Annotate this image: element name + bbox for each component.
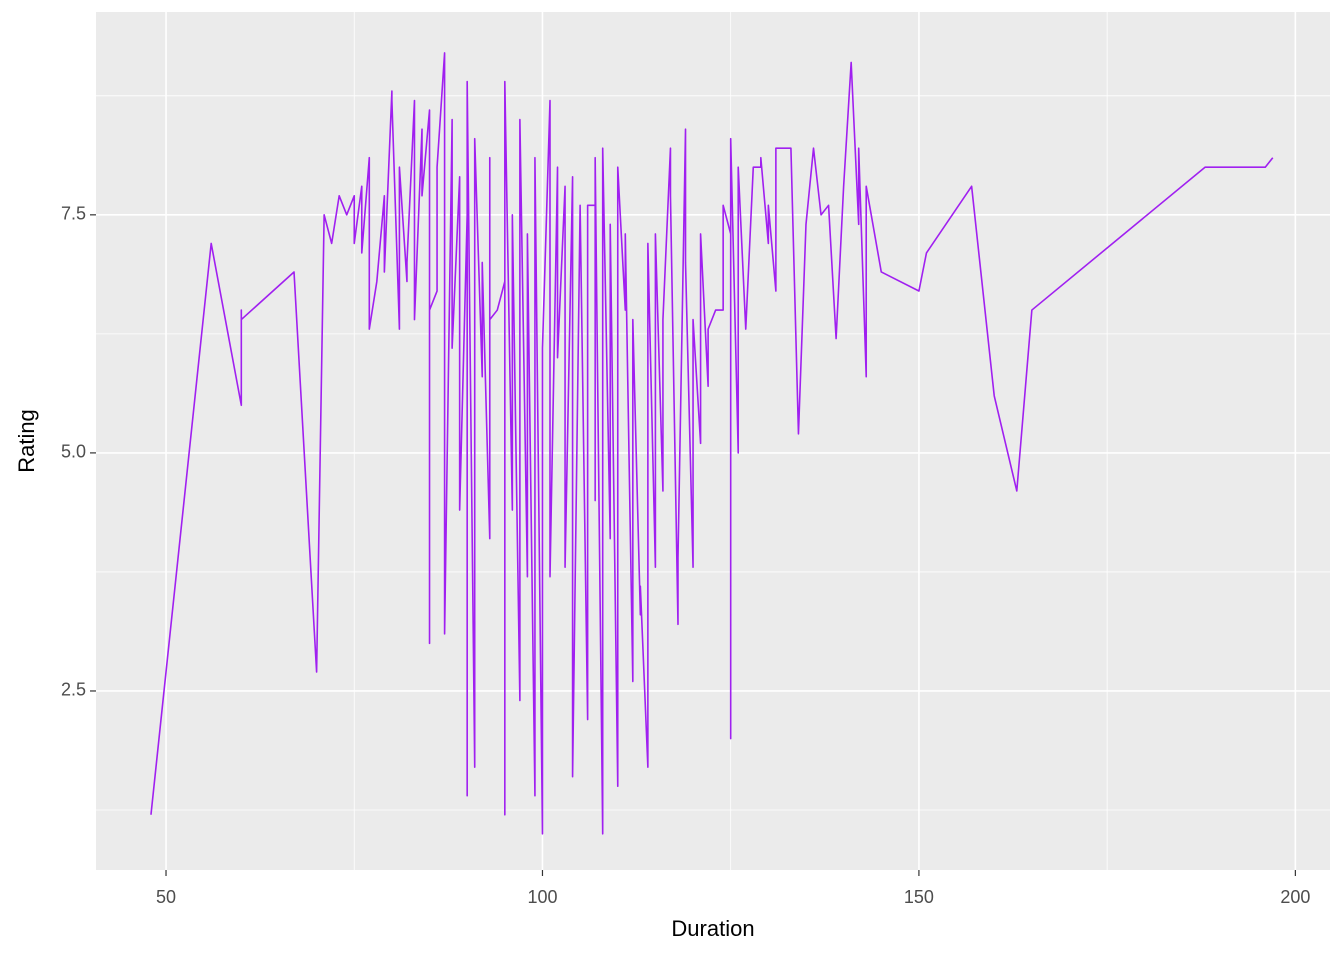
y-tick-label: 7.5 — [61, 204, 86, 224]
x-tick-label: 150 — [904, 887, 934, 907]
x-tick-label: 100 — [527, 887, 557, 907]
plot-panel — [96, 12, 1330, 870]
x-tick-label: 50 — [156, 887, 176, 907]
y-tick-label: 2.5 — [61, 680, 86, 700]
y-axis-title: Rating — [14, 409, 39, 473]
x-tick-label: 200 — [1280, 887, 1310, 907]
data-line — [150, 52, 1274, 835]
y-tick-label: 5.0 — [61, 442, 86, 462]
x-axis-title: Duration — [671, 916, 754, 941]
